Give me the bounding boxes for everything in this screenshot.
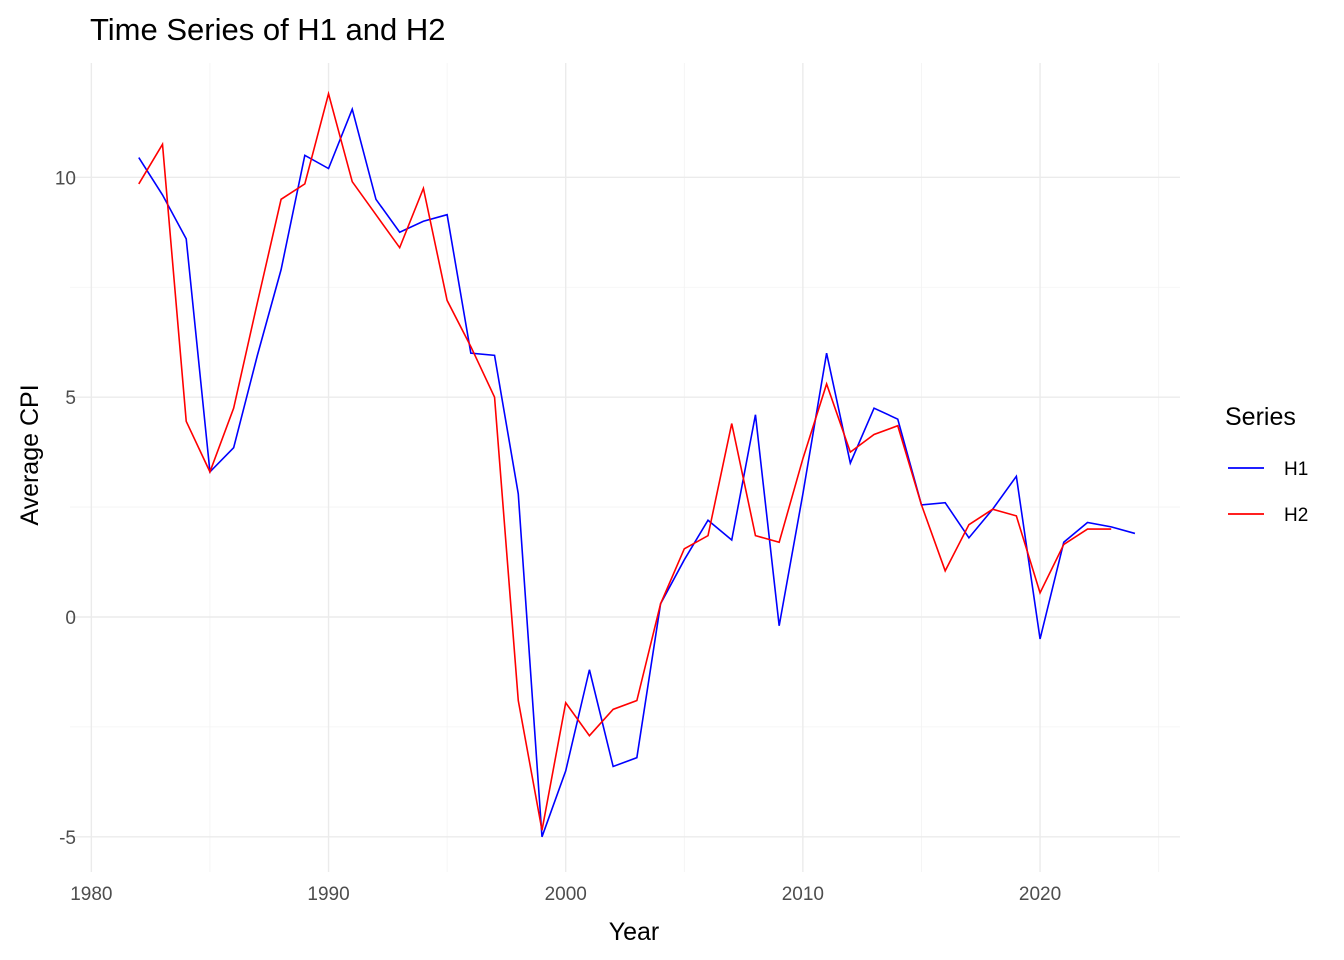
y-axis-title: Average CPI — [16, 384, 44, 525]
legend-label-h1: H1 — [1284, 459, 1308, 480]
chart-title: Time Series of H1 and H2 — [90, 12, 446, 47]
x-tick-label: 2010 — [782, 884, 824, 905]
y-tick-label: 5 — [65, 388, 76, 409]
x-tick-label: 1980 — [70, 884, 112, 905]
series-line-h2 — [138, 90, 1112, 831]
y-tick-label: -5 — [59, 828, 76, 849]
legend-title: Series — [1225, 403, 1296, 431]
legend: Series H1 H2 — [1225, 403, 1308, 526]
series-line-h1 — [138, 106, 1136, 838]
x-tick-label: 1990 — [307, 884, 349, 905]
plot-series — [138, 90, 1136, 838]
y-axis-tick-labels: -5 0 5 10 — [55, 168, 76, 849]
x-axis-tick-labels: 1980 1990 2000 2010 2020 — [70, 884, 1061, 905]
plot-grid — [70, 63, 1180, 872]
x-tick-label: 2000 — [545, 884, 587, 905]
x-axis-title: Year — [609, 918, 660, 946]
legend-label-h2: H2 — [1284, 505, 1308, 526]
y-tick-label: 0 — [65, 608, 76, 629]
x-tick-label: 2020 — [1019, 884, 1061, 905]
y-tick-label: 10 — [55, 168, 76, 189]
